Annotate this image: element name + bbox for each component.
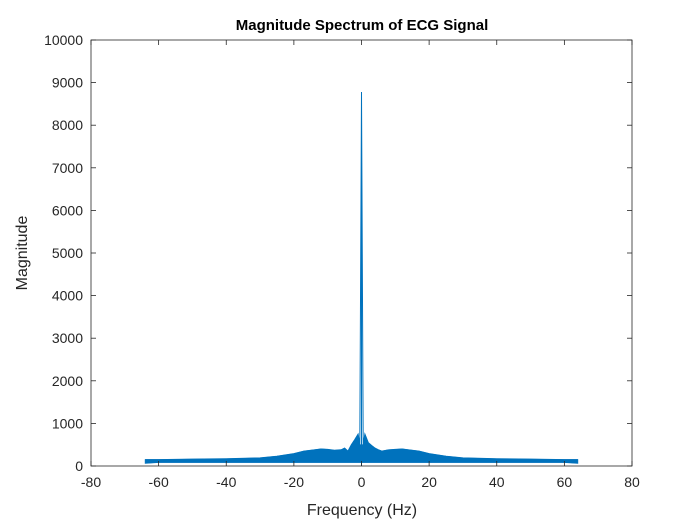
x-tick-label: -80 [81,474,101,490]
y-tick-label: 4000 [52,288,83,304]
x-tick-label: 60 [557,474,573,490]
x-tick-label: -60 [149,474,169,490]
x-axis-label: Frequency (Hz) [307,502,417,519]
y-tick-label: 6000 [52,202,83,218]
x-tick-label: 40 [489,474,505,490]
x-tick-label: 0 [358,474,366,490]
y-tick-label: 5000 [52,245,83,261]
x-tick-label: -40 [216,474,236,490]
y-tick-label: 3000 [52,330,83,346]
x-tick-label: 80 [624,474,640,490]
y-tick-label: 8000 [52,117,83,133]
spectrum-line [145,91,578,461]
y-tick-label: 0 [75,458,83,474]
y-tick-label: 2000 [52,373,83,389]
y-axis-label: Magnitude [14,216,31,291]
tick-layer: -80 -60 -40 -20 0 20 40 60 80 0 1000 2000 3000 4000 50… [44,32,640,490]
y-tick-label: 1000 [52,415,83,431]
y-tick-label: 10000 [44,32,83,48]
x-tick-label: 20 [421,474,437,490]
y-tick-label: 7000 [52,160,83,176]
series-layer [144,91,579,466]
y-tick-label: 9000 [52,75,83,91]
x-tick-label: -20 [284,474,304,490]
chart-title: Magnitude Spectrum of ECG Signal [236,17,489,34]
